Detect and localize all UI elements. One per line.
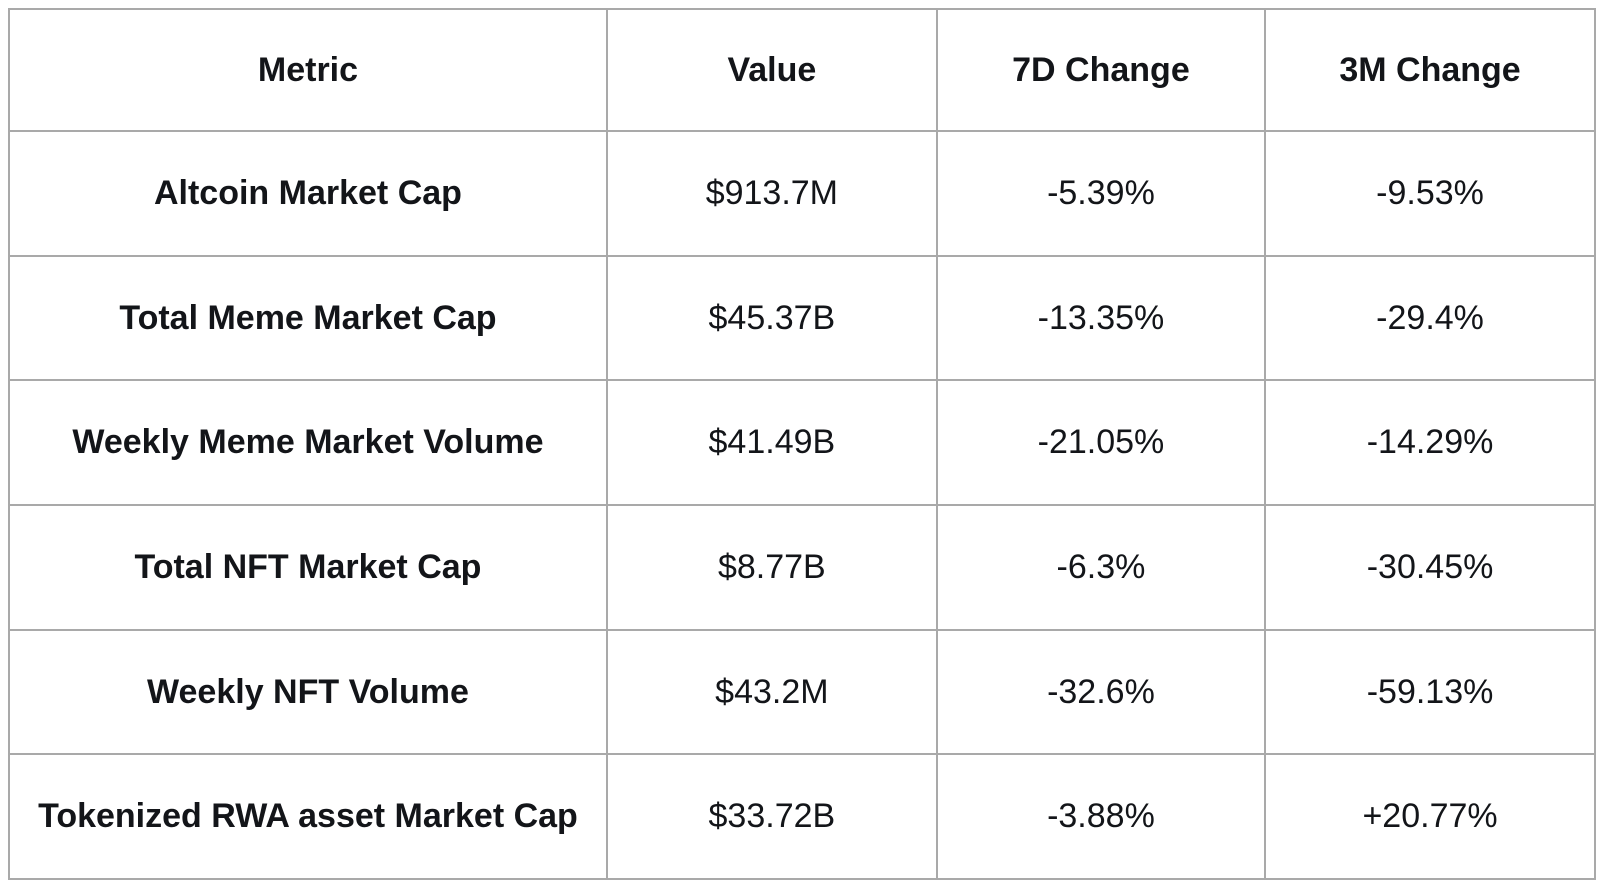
change-7d-cell: -3.88%	[935, 753, 1267, 880]
change-3m-cell: -30.45%	[1264, 503, 1596, 631]
header-row: Metric Value 7D Change 3M Change	[8, 8, 1596, 132]
column-header-3m-change: 3M Change	[1264, 8, 1596, 132]
column-header-value: Value	[605, 8, 938, 132]
value-cell: $43.2M	[605, 628, 938, 756]
metric-cell: Tokenized RWA asset Market Cap	[8, 753, 608, 880]
crypto-metrics-table: Metric Value 7D Change 3M Change Altcoin…	[8, 8, 1596, 880]
column-header-7d-change: 7D Change	[935, 8, 1267, 132]
value-cell: $33.72B	[605, 753, 938, 880]
change-3m-cell: +20.77%	[1264, 753, 1596, 880]
metric-cell: Altcoin Market Cap	[8, 130, 608, 257]
change-7d-cell: -5.39%	[935, 130, 1267, 257]
value-cell: $8.77B	[605, 503, 938, 631]
change-7d-cell: -6.3%	[935, 503, 1267, 631]
change-3m-cell: -59.13%	[1264, 628, 1596, 756]
value-cell: $45.37B	[605, 254, 938, 382]
change-7d-cell: -21.05%	[935, 379, 1267, 506]
change-7d-cell: -32.6%	[935, 628, 1267, 756]
column-header-metric: Metric	[8, 8, 608, 132]
metric-cell: Total NFT Market Cap	[8, 503, 608, 631]
table-row: Total Meme Market Cap $45.37B -13.35% -2…	[8, 254, 1596, 382]
metric-cell: Total Meme Market Cap	[8, 254, 608, 382]
change-3m-cell: -14.29%	[1264, 379, 1596, 506]
value-cell: $41.49B	[605, 379, 938, 506]
metric-cell: Weekly Meme Market Volume	[8, 379, 608, 506]
table-row: Altcoin Market Cap $913.7M -5.39% -9.53%	[8, 130, 1596, 257]
value-cell: $913.7M	[605, 130, 938, 257]
metric-cell: Weekly NFT Volume	[8, 628, 608, 756]
table-row: Weekly Meme Market Volume $41.49B -21.05…	[8, 379, 1596, 506]
table-row: Weekly NFT Volume $43.2M -32.6% -59.13%	[8, 628, 1596, 756]
change-3m-cell: -9.53%	[1264, 130, 1596, 257]
change-3m-cell: -29.4%	[1264, 254, 1596, 382]
change-7d-cell: -13.35%	[935, 254, 1267, 382]
table-row: Tokenized RWA asset Market Cap $33.72B -…	[8, 753, 1596, 880]
table-row: Total NFT Market Cap $8.77B -6.3% -30.45…	[8, 503, 1596, 631]
